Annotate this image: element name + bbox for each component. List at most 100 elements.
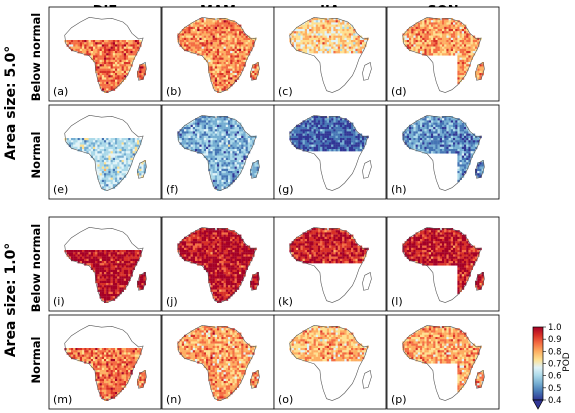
pod-cell <box>304 31 308 34</box>
pod-cell <box>252 73 255 76</box>
pod-cell <box>247 144 251 147</box>
pod-cell <box>298 133 301 136</box>
pod-cell <box>448 18 451 21</box>
pod-cell <box>95 157 98 161</box>
pod-cell <box>342 42 345 45</box>
pod-cell <box>93 149 96 152</box>
pod-cell <box>128 140 131 143</box>
pod-cell <box>132 252 135 255</box>
pod-cell <box>324 46 327 49</box>
pod-cell <box>221 120 224 123</box>
pod-cell <box>435 135 438 139</box>
pod-cell <box>442 31 445 34</box>
pod-cell <box>126 62 129 65</box>
pod-cell <box>228 31 231 34</box>
pod-cell <box>184 37 187 41</box>
pod-cell <box>433 35 436 38</box>
pod-cell <box>472 44 476 47</box>
pod-cell <box>108 274 111 277</box>
pod-cell <box>214 155 218 158</box>
pod-cell <box>117 177 120 180</box>
pod-cell <box>112 269 116 273</box>
pod-cell <box>225 162 229 165</box>
pod-cell <box>212 46 215 49</box>
pod-cell <box>112 146 116 150</box>
pod-cell <box>428 131 432 134</box>
pod-cell <box>199 129 202 132</box>
pod-cell <box>433 118 436 121</box>
pod-cell <box>431 53 434 56</box>
pod-cell <box>241 59 244 63</box>
pod-cell <box>84 250 87 253</box>
pod-cell <box>307 142 310 145</box>
pod-cell <box>234 171 237 174</box>
pod-cell <box>457 79 460 82</box>
pod-cell <box>79 149 83 152</box>
pod-cell <box>190 131 193 134</box>
pod-cell <box>128 66 131 69</box>
pod-cell <box>190 51 193 54</box>
pod-cell <box>139 278 142 281</box>
pod-cell <box>417 142 421 145</box>
pod-cell <box>435 46 438 49</box>
pod-cell <box>239 33 242 36</box>
pod-cell <box>88 144 91 147</box>
pod-cell <box>307 146 310 150</box>
pod-cell <box>247 138 251 141</box>
pod-cell <box>444 140 447 143</box>
pod-cell <box>236 131 240 134</box>
pod-cell <box>110 285 113 288</box>
pod-cell <box>190 149 193 152</box>
pod-cell <box>212 162 215 165</box>
pod-cell <box>219 160 222 163</box>
pod-cell <box>115 175 118 178</box>
pod-cell <box>115 55 118 58</box>
pod-cell <box>66 250 69 253</box>
pod-cell <box>86 40 89 43</box>
pod-cell <box>95 144 98 147</box>
pod-cell <box>355 133 358 136</box>
pod-cell <box>298 138 301 141</box>
pod-cell <box>219 177 222 180</box>
pod-cell <box>230 182 233 185</box>
pod-cell <box>446 53 449 56</box>
pod-cell <box>192 144 196 147</box>
pod-cell <box>298 40 301 43</box>
pod-cell <box>431 149 434 152</box>
pod-cell <box>479 70 482 74</box>
pod-cell <box>426 53 429 56</box>
pod-cell <box>466 57 469 60</box>
pod-cell <box>309 131 312 134</box>
pod-cell <box>214 24 218 27</box>
pod-cell <box>464 131 467 134</box>
pod-cell <box>117 283 120 286</box>
pod-cell <box>291 35 294 38</box>
pod-cell <box>461 168 465 172</box>
pod-cell <box>181 133 185 136</box>
pod-cell <box>409 124 412 128</box>
pod-cell <box>225 175 229 178</box>
pod-cell <box>415 122 418 125</box>
pod-cell <box>448 118 451 121</box>
pod-cell <box>342 131 345 134</box>
pod-cell <box>212 127 215 130</box>
pod-cell <box>208 133 211 136</box>
pod-cell <box>208 149 211 152</box>
pod-cell <box>141 287 144 290</box>
pod-cell <box>208 228 211 231</box>
pod-cell <box>201 140 204 143</box>
pod-cell <box>221 40 224 43</box>
pod-cell <box>439 40 443 43</box>
pod-cell <box>110 287 113 290</box>
pod-cell <box>199 135 202 139</box>
pod-cell <box>134 146 138 150</box>
pod-cell <box>221 228 224 231</box>
pod-cell <box>106 42 109 45</box>
pod-cell <box>95 46 98 49</box>
pod-cell <box>199 131 202 134</box>
pod-cell <box>335 48 338 52</box>
pod-cell <box>108 173 111 176</box>
pod-cell <box>232 164 235 167</box>
pod-cell <box>221 142 224 145</box>
pod-cell <box>225 22 229 25</box>
